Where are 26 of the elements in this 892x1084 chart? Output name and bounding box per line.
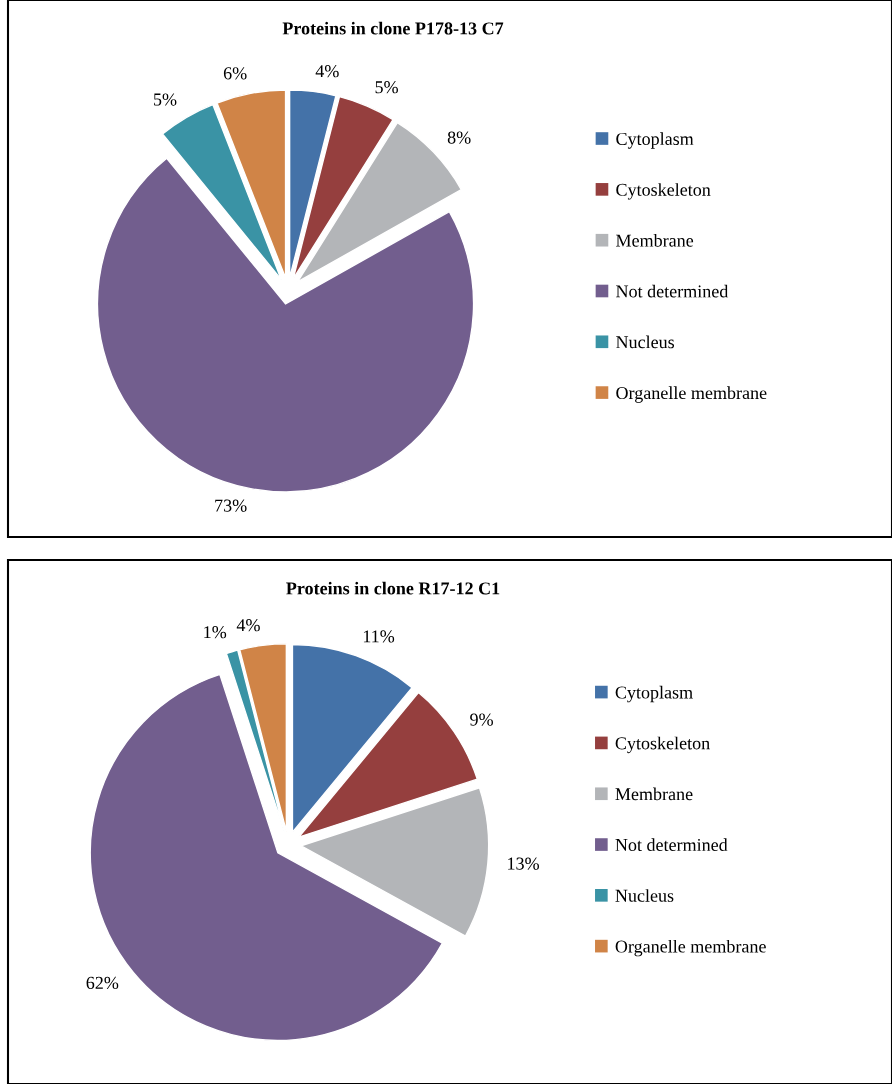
chart-title: Proteins in clone P178-13 C7: [282, 21, 504, 35]
legend-label: Cytoplasm: [615, 685, 693, 703]
data-label: 9%: [470, 713, 493, 726]
data-label: 4%: [315, 65, 339, 78]
data-label: 1%: [204, 626, 227, 639]
legend-label: Membrane: [615, 787, 693, 801]
data-label: 73%: [215, 499, 247, 512]
data-label: 11%: [363, 630, 395, 643]
legend-label: Cytoskeleton: [615, 736, 710, 754]
legend-label: Nucleus: [616, 335, 675, 349]
legend-label: Nucleus: [615, 889, 674, 902]
legend-label: Cytoplasm: [616, 132, 694, 149]
chart-title: Proteins in clone R17-12 C1: [286, 581, 500, 595]
legend-label: Membrane: [616, 234, 694, 247]
data-label: 8%: [447, 131, 471, 144]
data-label: 62%: [86, 976, 119, 989]
legend-label: Not determined: [615, 838, 728, 852]
data-label: 13%: [508, 857, 539, 870]
data-label: 6%: [223, 67, 247, 80]
legend-label: Cytoskeleton: [616, 183, 711, 200]
legend-label: Organelle membrane: [615, 939, 766, 957]
legend-label: Organelle membrane: [616, 386, 767, 403]
data-label: 5%: [154, 93, 177, 106]
data-label: 4%: [236, 619, 260, 632]
legend-label: Not determined: [616, 284, 729, 298]
data-label: 5%: [375, 81, 398, 94]
